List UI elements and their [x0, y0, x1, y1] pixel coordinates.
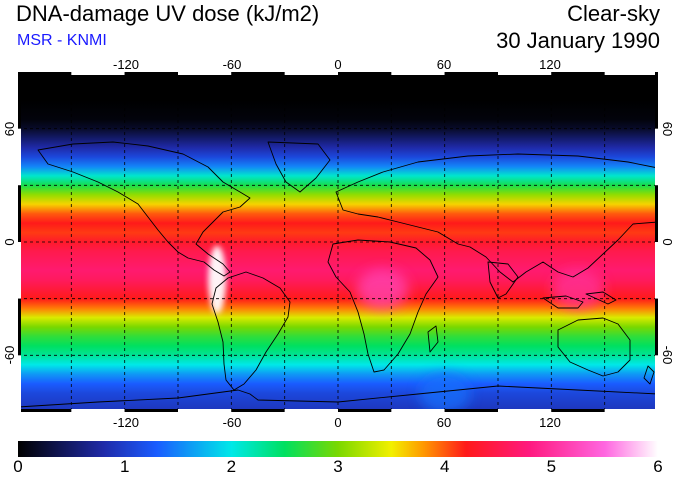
frame-tick — [18, 185, 21, 242]
frame-tick — [124, 72, 178, 75]
frame-tick — [71, 409, 125, 412]
madagascar-coast — [427, 325, 439, 353]
new-zealand-coast — [643, 365, 655, 385]
colorbar-tick-label: 2 — [226, 457, 237, 476]
colorbar — [18, 441, 658, 457]
colorbar-tick-label: 5 — [546, 457, 557, 476]
colorbar-tick-label: 1 — [119, 457, 130, 476]
date-label: 30 January 1990 — [496, 28, 660, 53]
lat-tick-right: 0 — [660, 238, 675, 246]
colorbar-tick-label: 0 — [13, 457, 23, 476]
lon-tick-bottom: 120 — [539, 415, 561, 430]
frame-tick — [391, 72, 445, 75]
frame-tick — [124, 409, 178, 412]
frame-tick — [231, 72, 285, 75]
lon-tick-top: 0 — [334, 57, 342, 72]
frame-tick — [284, 72, 338, 75]
new-guinea-coast — [585, 291, 617, 305]
frame-tick — [338, 409, 392, 412]
graticule — [18, 72, 658, 412]
lon-tick-top: 60 — [436, 57, 452, 72]
lon-tick-bottom: 0 — [334, 415, 342, 430]
frame-tick — [498, 72, 552, 75]
india-coast — [487, 261, 519, 299]
frame-tick — [18, 355, 21, 412]
colorbar-tick-label: 3 — [333, 457, 343, 476]
frame-tick — [18, 409, 72, 412]
frame-tick — [655, 185, 658, 242]
frame-tick — [178, 409, 232, 412]
frame-tick — [655, 72, 658, 129]
lat-tick-left: 60 — [2, 121, 17, 137]
frame-tick — [338, 72, 392, 75]
lat-tick-left: -60 — [2, 345, 17, 365]
frame-tick — [655, 242, 658, 299]
antarctica-coast — [18, 385, 658, 408]
frame-tick — [604, 72, 658, 75]
lon-tick-top: -60 — [222, 57, 242, 72]
sky-condition: Clear-sky — [567, 1, 660, 26]
indonesia-coast — [542, 295, 584, 309]
frame-tick — [604, 409, 658, 412]
lon-tick-bottom: -60 — [222, 415, 242, 430]
map-frame — [18, 72, 658, 412]
frame-tick — [391, 409, 445, 412]
lat-tick-right: 60 — [660, 121, 675, 137]
frame-tick — [655, 128, 658, 186]
lon-tick-top: 120 — [539, 57, 561, 72]
lon-tick-top: -120 — [112, 57, 140, 72]
hotspot-region — [356, 269, 409, 310]
frame-tick — [551, 409, 605, 412]
colorbar-ramp — [18, 441, 658, 457]
australia-coast — [557, 317, 631, 377]
frame-tick — [231, 409, 285, 412]
lon-tick-bottom: 60 — [436, 415, 452, 430]
frame-tick — [178, 72, 232, 75]
colorbar-tick-label: 6 — [653, 457, 663, 476]
frame-tick — [18, 128, 21, 186]
north-america-coast — [37, 141, 251, 277]
lat-tick-right: -60 — [660, 345, 675, 365]
lon-tick-bottom: -120 — [112, 415, 140, 430]
source-label: MSR - KNMI — [17, 32, 107, 49]
frame-tick — [18, 242, 21, 299]
frame-tick — [18, 72, 21, 129]
frame-tick — [284, 409, 338, 412]
colorbar-tick-label: 4 — [439, 457, 450, 476]
chart-title: DNA-damage UV dose (kJ/m2) — [16, 1, 320, 26]
south-america-coast — [211, 271, 291, 391]
frame-tick — [444, 72, 498, 75]
frame-tick — [71, 72, 125, 75]
uv-dose-map — [18, 72, 658, 412]
frame-tick — [551, 72, 605, 75]
frame-tick — [18, 298, 21, 356]
frame-tick — [444, 409, 498, 412]
lat-tick-left: 0 — [2, 238, 17, 246]
africa-coast — [327, 239, 439, 373]
frame-tick — [655, 298, 658, 356]
frame-tick — [655, 355, 658, 412]
frame-tick — [18, 72, 72, 75]
frame-tick — [498, 409, 552, 412]
coastlines — [18, 141, 658, 408]
hotspot-region — [552, 269, 604, 310]
eurasia-coast — [335, 153, 658, 283]
